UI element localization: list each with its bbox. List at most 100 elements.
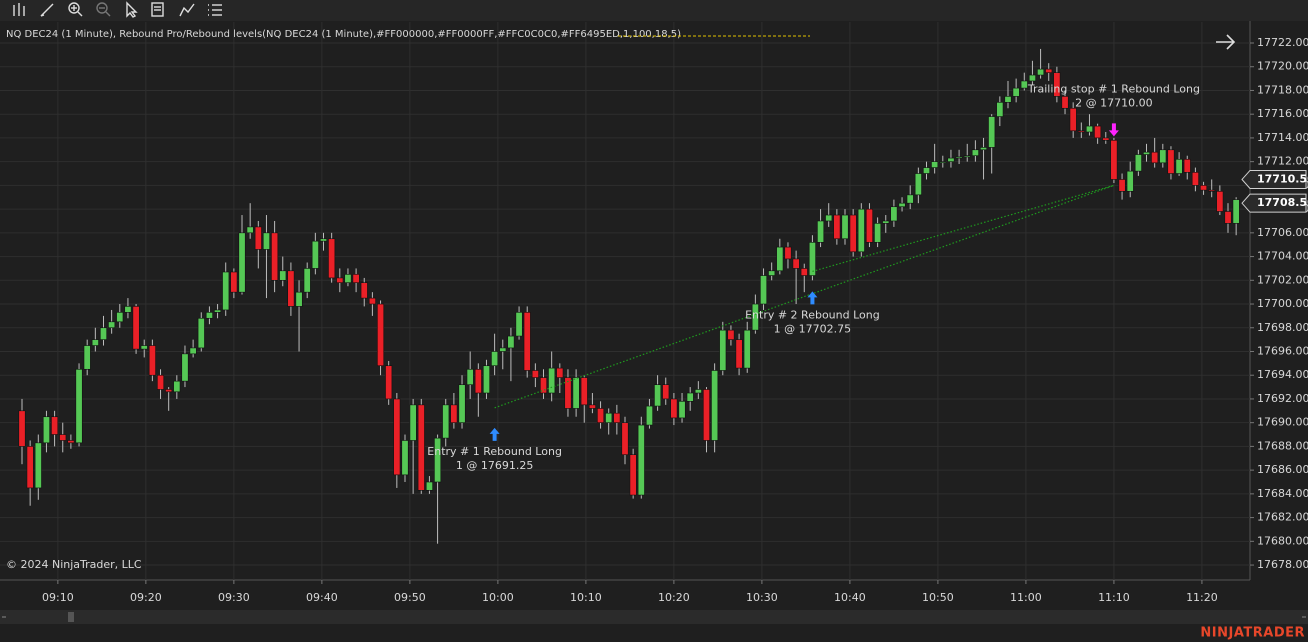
entry-label: Entry # 2 Rebound Long [745,308,880,321]
candle-body [401,440,409,476]
candle-body [205,312,213,319]
candle-body [458,384,466,423]
candle-body [1208,189,1216,192]
y-tick-label: 17684.00 [1257,487,1308,500]
candle-body [548,367,556,394]
candle-body [980,147,988,151]
candle-body [849,214,857,253]
candle-body [303,268,311,293]
candle-body [67,440,75,444]
y-tick-label: 17712.00 [1257,155,1308,168]
candle-body [425,481,433,491]
candle-body [1004,96,1012,103]
y-tick-label: 17716.00 [1257,107,1308,120]
candle-body [727,329,735,340]
pointer-icon[interactable] [126,1,138,18]
candle-body [996,102,1004,117]
y-tick-label: 17682.00 [1257,511,1308,524]
candle-body [279,270,287,281]
candle-body [988,116,996,148]
candle-body [328,238,336,279]
candle-body [1061,96,1069,109]
candle-body [34,442,42,489]
x-tick-label: 09:40 [306,591,338,604]
indicator-icon[interactable] [179,3,195,17]
toolbar [0,0,1308,21]
trade-line [494,184,1115,409]
price-marker [1241,193,1307,213]
candle-body [1159,149,1167,164]
candle-body [222,271,230,311]
candle-body [434,437,442,483]
candle-body [914,173,922,196]
candle-body [613,412,621,423]
y-tick-label: 17704.00 [1257,250,1308,263]
bars-icon[interactable] [13,3,25,16]
candle-body [971,149,979,157]
zoom-out-icon[interactable] [96,2,111,17]
list-icon[interactable] [208,4,222,16]
candle-body [1191,172,1199,186]
candle-body [808,242,816,276]
candle-body [776,246,784,272]
candle-body [1134,154,1142,172]
candle-body [173,380,181,393]
candle-body [491,351,499,367]
scroll-right-icon[interactable] [1216,34,1236,50]
candle-body [898,202,906,208]
candle-body [287,270,295,307]
candle-body [271,232,279,281]
candle-body [768,270,776,276]
candle-body [18,410,26,447]
candle-body [711,370,719,441]
brand: NINJATRADER [1200,626,1305,641]
x-tick-label: 10:50 [922,591,954,604]
grid-layer [0,22,1250,580]
candle-body [1200,185,1208,191]
candle-body [865,208,873,243]
candle-body [686,392,694,402]
candle-body [1028,74,1036,82]
entry-arrow [807,291,818,305]
candle-body [344,274,352,283]
candle-body [377,303,385,367]
y-tick-label: 17718.00 [1257,83,1308,96]
candle-body [515,312,523,337]
candle-body [1167,149,1175,174]
candle-body [678,401,686,419]
candle-body [368,297,376,305]
candle-body [360,282,368,299]
candle-body [1110,139,1118,180]
candle-body [963,155,971,158]
candle-body [1037,68,1045,76]
candle-body [947,157,955,162]
candle-body [165,389,173,393]
x-tick-label: 10:30 [746,591,778,604]
draw-icon[interactable] [40,3,54,17]
zoom-in-icon[interactable] [68,2,83,17]
y-tick-label: 17692.00 [1257,392,1308,405]
candle-body [580,377,588,406]
y-tick-label: 17686.00 [1257,463,1308,476]
entry-detail: 1 @ 17702.75 [774,322,851,335]
y-tick-label: 17720.00 [1257,60,1308,73]
scrollbar[interactable] [0,610,1308,624]
candle-body [645,405,653,426]
properties-icon[interactable] [151,2,164,17]
candle-body [556,367,564,378]
candle-body [417,404,425,491]
candle-body [499,347,507,352]
candle-body [1069,107,1077,132]
candle-body [51,416,59,435]
y-tick-label: 17690.00 [1257,416,1308,429]
candle-body [1012,87,1020,97]
candle-body [474,368,482,394]
candle-body [605,412,613,423]
candle-body [523,312,531,371]
candle-body [148,345,156,376]
candle-body [702,389,710,441]
candle-body [189,347,197,355]
price-marker-label: 17708.50 [1257,196,1308,209]
scrollbar-thumb[interactable] [68,612,74,622]
candle-body [132,306,140,350]
